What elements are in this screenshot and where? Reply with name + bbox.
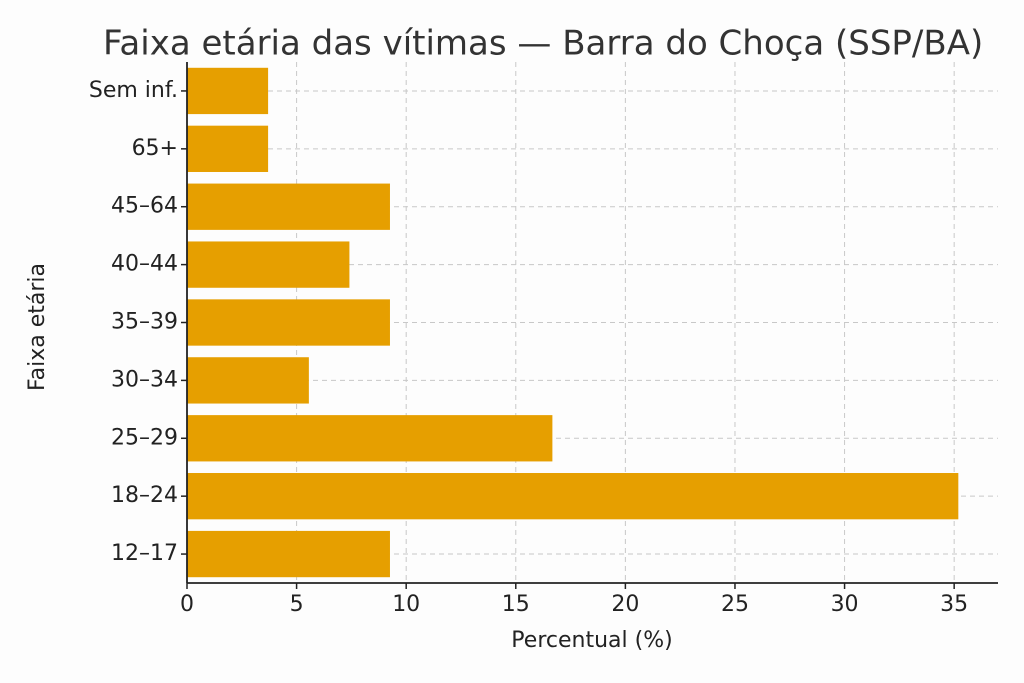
y-tick-label: 35–39 — [111, 310, 178, 335]
bar — [187, 183, 390, 230]
y-tick-label: 65+ — [132, 136, 178, 161]
x-tick-label: 5 — [290, 592, 304, 617]
bar — [187, 125, 269, 172]
bar — [187, 241, 350, 288]
x-tick-label: 30 — [831, 592, 859, 617]
x-tick-label: 15 — [502, 592, 530, 617]
x-tick-label: 10 — [392, 592, 420, 617]
x-axis-label: Percentual (%) — [511, 628, 672, 653]
y-tick-label: 25–29 — [111, 425, 178, 450]
bar — [187, 299, 390, 346]
x-tick-label: 0 — [180, 592, 194, 617]
y-tick-label: 30–34 — [111, 367, 178, 392]
bar — [187, 530, 390, 578]
y-tick-label: 45–64 — [111, 194, 178, 219]
x-tick-label: 20 — [611, 592, 639, 617]
y-tick-label: 12–17 — [111, 541, 178, 566]
chart-title: Faixa etária das vítimas — Barra do Choç… — [103, 24, 983, 64]
y-tick-label: 18–24 — [111, 483, 178, 508]
bar — [187, 357, 309, 404]
bar — [187, 415, 553, 462]
bar — [187, 67, 269, 115]
y-tick-label: 40–44 — [111, 252, 178, 277]
x-tick-label: 35 — [940, 592, 968, 617]
x-tick-label: 25 — [721, 592, 749, 617]
bar — [187, 473, 959, 520]
y-tick-label: Sem inf. — [89, 78, 178, 103]
y-axis-label: Faixa etária — [25, 263, 50, 391]
